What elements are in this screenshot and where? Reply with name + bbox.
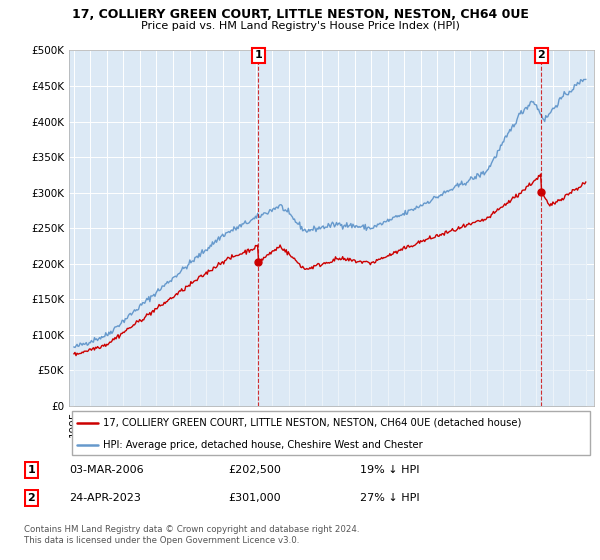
Text: 27% ↓ HPI: 27% ↓ HPI [360, 493, 419, 503]
Text: £202,500: £202,500 [228, 465, 281, 475]
Text: 19% ↓ HPI: 19% ↓ HPI [360, 465, 419, 475]
Text: HPI: Average price, detached house, Cheshire West and Chester: HPI: Average price, detached house, Ches… [103, 440, 423, 450]
Text: 24-APR-2023: 24-APR-2023 [69, 493, 141, 503]
Text: 1: 1 [254, 50, 262, 60]
FancyBboxPatch shape [71, 412, 590, 455]
Text: Price paid vs. HM Land Registry's House Price Index (HPI): Price paid vs. HM Land Registry's House … [140, 21, 460, 31]
FancyBboxPatch shape [25, 462, 38, 478]
Text: 2: 2 [537, 50, 545, 60]
Text: £301,000: £301,000 [228, 493, 281, 503]
Text: 17, COLLIERY GREEN COURT, LITTLE NESTON, NESTON, CH64 0UE (detached house): 17, COLLIERY GREEN COURT, LITTLE NESTON,… [103, 418, 521, 428]
Text: 2: 2 [28, 493, 35, 503]
Text: Contains HM Land Registry data © Crown copyright and database right 2024.
This d: Contains HM Land Registry data © Crown c… [24, 525, 359, 545]
Text: 1: 1 [28, 465, 35, 475]
Text: 17, COLLIERY GREEN COURT, LITTLE NESTON, NESTON, CH64 0UE: 17, COLLIERY GREEN COURT, LITTLE NESTON,… [71, 8, 529, 21]
FancyBboxPatch shape [25, 490, 38, 506]
Text: 03-MAR-2006: 03-MAR-2006 [69, 465, 143, 475]
